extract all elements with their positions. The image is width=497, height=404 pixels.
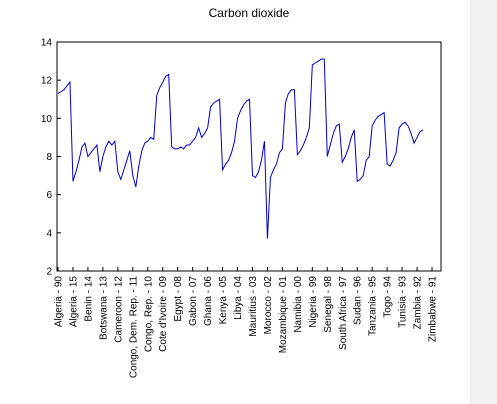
x-tick-label: Namibia - 00	[293, 276, 304, 333]
data-line	[57, 58, 424, 239]
chart-title: Carbon dioxide	[209, 6, 290, 20]
y-tick-label: 6	[46, 190, 52, 201]
x-tick-label: Kenya - 05	[218, 276, 229, 325]
x-tick-label: Egypt - 08	[173, 276, 184, 322]
x-tick-label: Mauritius - 03	[248, 276, 259, 337]
x-tick-label: Sudan - 96	[353, 276, 364, 325]
x-tick-label: Cote d'Ivoire - 09	[158, 276, 169, 352]
y-tick-label: 8	[46, 152, 52, 163]
x-tick-label: Algeria - 15	[68, 276, 79, 328]
x-tick-label: Ghana - 06	[203, 276, 214, 326]
x-tick-label: Tanzania - 95	[368, 276, 379, 336]
x-tick-label: Benin - 14	[83, 276, 94, 322]
x-tick-label: Morocco - 02	[263, 276, 274, 335]
x-tick-label: Botswana - 13	[98, 276, 109, 340]
x-tick-label: Zimbabwe - 91	[428, 276, 439, 343]
y-tick-label: 4	[46, 228, 52, 239]
x-tick-label: Nigeria - 99	[308, 276, 319, 328]
x-tick-label: Gabon - 07	[188, 276, 199, 326]
y-tick-label: 12	[41, 76, 53, 87]
x-tick-label: Congo, Dem. Rep. - 11	[128, 276, 139, 379]
x-tick-label: Senegal - 98	[323, 276, 334, 333]
x-tick-label: Zambia - 92	[413, 276, 424, 330]
y-tick-label: 10	[41, 114, 53, 125]
x-tick-label: Tunisia - 93	[398, 276, 409, 328]
x-tick-label: Mozambique - 01	[278, 276, 289, 354]
x-tick-label: Cameroon - 12	[113, 276, 124, 343]
x-tick-label: Algeria - 90	[54, 276, 65, 328]
x-tick-label: Togo - 94	[383, 276, 394, 318]
x-tick-label: Congo, Rep. - 10	[143, 276, 154, 353]
x-tick-label: South Africa - 97	[338, 276, 349, 350]
y-tick-label: 2	[46, 267, 52, 278]
x-tick-label: Libya - 04	[233, 276, 244, 320]
side-panel	[470, 0, 497, 404]
y-tick-label: 14	[41, 38, 53, 49]
